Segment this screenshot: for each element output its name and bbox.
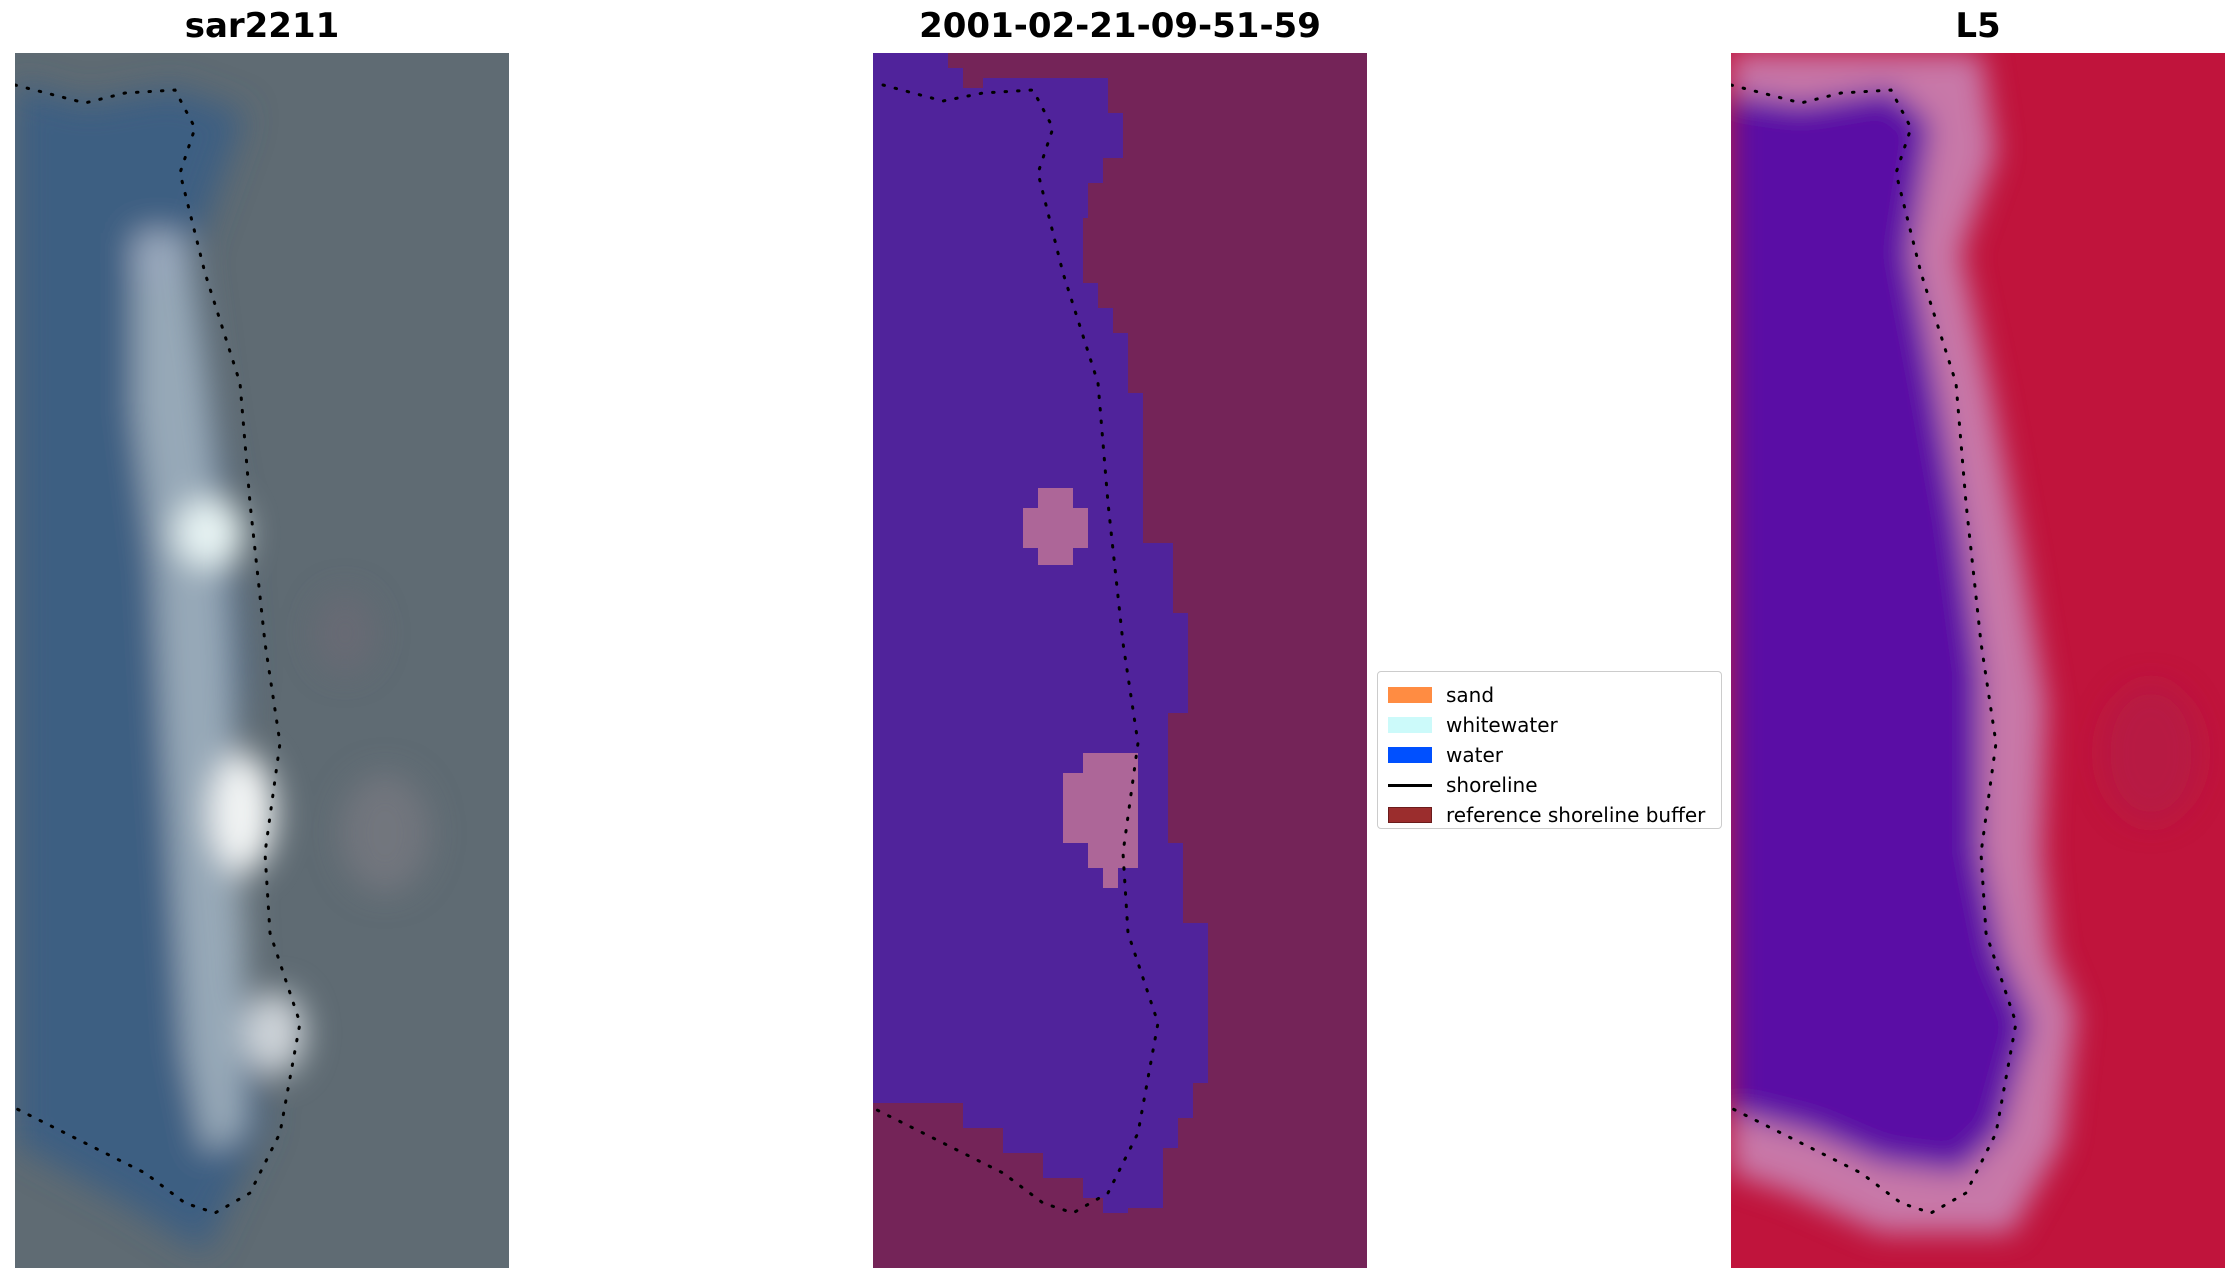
shoreline	[1731, 83, 2018, 1215]
legend-line-shoreline	[1388, 783, 1432, 787]
land-texture	[2101, 683, 2201, 823]
legend-label-whitewater: whitewater	[1446, 713, 1558, 737]
whitewater-patch	[133, 230, 181, 286]
shoreline	[873, 83, 1160, 1215]
water-index	[1731, 88, 2031, 1173]
whitewater-patch	[245, 991, 305, 1075]
water-class	[873, 53, 1208, 1213]
sand-class	[1063, 753, 1138, 888]
legend-label-shoreline: shoreline	[1446, 773, 1538, 797]
panel-title-classification: 2001-02-21-09-51-59	[919, 6, 1321, 46]
land-texture	[315, 593, 375, 673]
legend-swatch-whitewater	[1388, 717, 1432, 733]
panel-title-index: L5	[1955, 6, 2001, 46]
land-texture	[340, 773, 430, 893]
legend-swatch-sand	[1388, 687, 1432, 703]
legend-label-sand: sand	[1446, 683, 1495, 707]
legend-item-sand: sand	[1388, 680, 1711, 710]
legend-item-shoreline: shoreline	[1388, 770, 1711, 800]
whitewater-patch	[176, 499, 244, 567]
sand-class	[1023, 488, 1088, 565]
whitewater-patch	[211, 753, 275, 873]
legend-swatch-water	[1388, 747, 1432, 763]
panel-title-rgb: sar2211	[184, 6, 340, 46]
legend-label-water: water	[1446, 743, 1503, 767]
legend-item-water: water	[1388, 740, 1711, 770]
legend-swatch-buffer	[1388, 807, 1432, 823]
beach-strip	[135, 233, 245, 1153]
legend-item-whitewater: whitewater	[1388, 710, 1711, 740]
legend: sand whitewater water shoreline referenc…	[1377, 671, 1722, 829]
rgb-satellite-image	[15, 53, 509, 1268]
shoreline	[15, 83, 302, 1215]
legend-label-buffer: reference shoreline buffer	[1446, 803, 1706, 827]
index-image	[1731, 53, 2225, 1268]
legend-item-reference-shoreline-buffer: reference shoreline buffer	[1388, 800, 1711, 830]
classification-map	[873, 53, 1367, 1268]
